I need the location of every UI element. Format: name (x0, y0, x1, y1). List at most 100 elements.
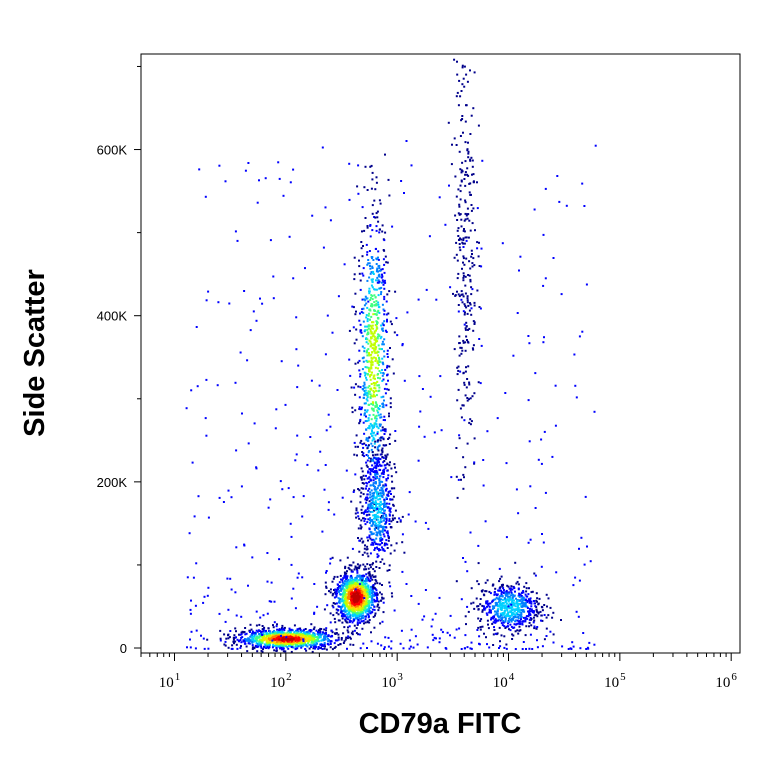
event-dot (375, 458, 378, 461)
event-dot (536, 626, 539, 628)
event-dot (197, 495, 200, 498)
event-dot (270, 638, 273, 641)
event-dot (528, 612, 531, 615)
event-dot (321, 146, 324, 149)
event-dot (313, 632, 316, 635)
event-dot (376, 321, 378, 323)
event-dot (452, 292, 454, 295)
event-dot (244, 642, 247, 645)
event-dot (366, 263, 369, 266)
event-dot (470, 647, 473, 650)
event-dot (407, 513, 410, 516)
event-dot (515, 612, 518, 615)
event-dot (290, 535, 293, 538)
event-dot (278, 642, 281, 645)
event-dot (374, 509, 377, 512)
event-dot (533, 602, 536, 605)
event-dot (473, 71, 476, 74)
event-dot (381, 348, 383, 351)
event-dot (360, 601, 362, 604)
event-dot (332, 592, 335, 595)
event-dot (376, 360, 379, 363)
event-dot (494, 621, 497, 624)
event-dot (388, 523, 391, 525)
event-dot (390, 544, 393, 547)
event-dot (500, 617, 503, 620)
event-dot (255, 319, 258, 322)
event-dot (480, 247, 483, 250)
event-dot (366, 318, 369, 320)
event-dot (261, 625, 264, 627)
event-dot (462, 272, 465, 275)
event-dot (377, 303, 380, 306)
event-dot (463, 383, 466, 386)
event-dot (459, 407, 462, 410)
event-dot (417, 459, 420, 462)
event-dot (368, 450, 371, 452)
event-dot (378, 548, 380, 551)
event-dot (554, 424, 557, 427)
event-dot (302, 640, 305, 643)
event-dot (469, 159, 472, 162)
event-dot (340, 637, 343, 639)
event-dot (380, 416, 383, 419)
event-dot (366, 590, 369, 593)
event-dot (278, 558, 281, 561)
event-dot (378, 275, 381, 278)
event-dot (326, 314, 329, 317)
event-dot (511, 608, 514, 611)
event-dot (529, 538, 532, 541)
event-dot (311, 636, 314, 639)
event-dot (343, 604, 345, 607)
event-dot (391, 514, 394, 517)
event-dot (374, 446, 377, 449)
event-dot (369, 299, 372, 301)
event-dot (308, 634, 311, 637)
event-dot (365, 314, 368, 317)
event-dot (361, 553, 364, 556)
event-dot (354, 604, 357, 607)
event-dot (393, 517, 396, 520)
event-dot (366, 597, 369, 600)
event-dot (494, 610, 497, 613)
event-dot (369, 340, 372, 343)
event-dot (290, 643, 293, 646)
event-dot (496, 417, 499, 420)
event-dot (229, 577, 232, 580)
event-dot (364, 217, 367, 219)
event-dot (380, 516, 382, 519)
event-dot (521, 620, 524, 623)
event-dot (418, 425, 421, 428)
event-dot (381, 429, 384, 432)
event-dot (361, 578, 364, 581)
event-dot (340, 589, 343, 592)
event-dot (403, 551, 406, 554)
event-dot (366, 548, 369, 551)
event-dot (379, 497, 382, 500)
event-dot (366, 396, 369, 399)
event-dot (369, 491, 372, 494)
event-dot (524, 593, 527, 596)
event-dot (460, 179, 463, 182)
event-dot (189, 646, 192, 649)
event-dot (366, 189, 369, 191)
event-dot (346, 576, 348, 579)
event-dot (456, 373, 459, 376)
event-dot (325, 570, 328, 572)
event-dot (361, 388, 364, 390)
event-dot (329, 557, 332, 560)
event-dot (376, 487, 379, 490)
event-dot (501, 598, 504, 601)
event-dot (364, 589, 367, 592)
event-dot (368, 481, 370, 484)
event-dot (423, 615, 426, 618)
event-dot (388, 194, 391, 197)
event-dot (509, 597, 512, 600)
event-dot (472, 181, 475, 184)
event-dot (401, 344, 404, 347)
event-dot (388, 581, 391, 584)
event-dot (352, 491, 355, 493)
event-dot (316, 642, 318, 645)
event-dot (472, 348, 475, 351)
event-dot (463, 178, 466, 180)
